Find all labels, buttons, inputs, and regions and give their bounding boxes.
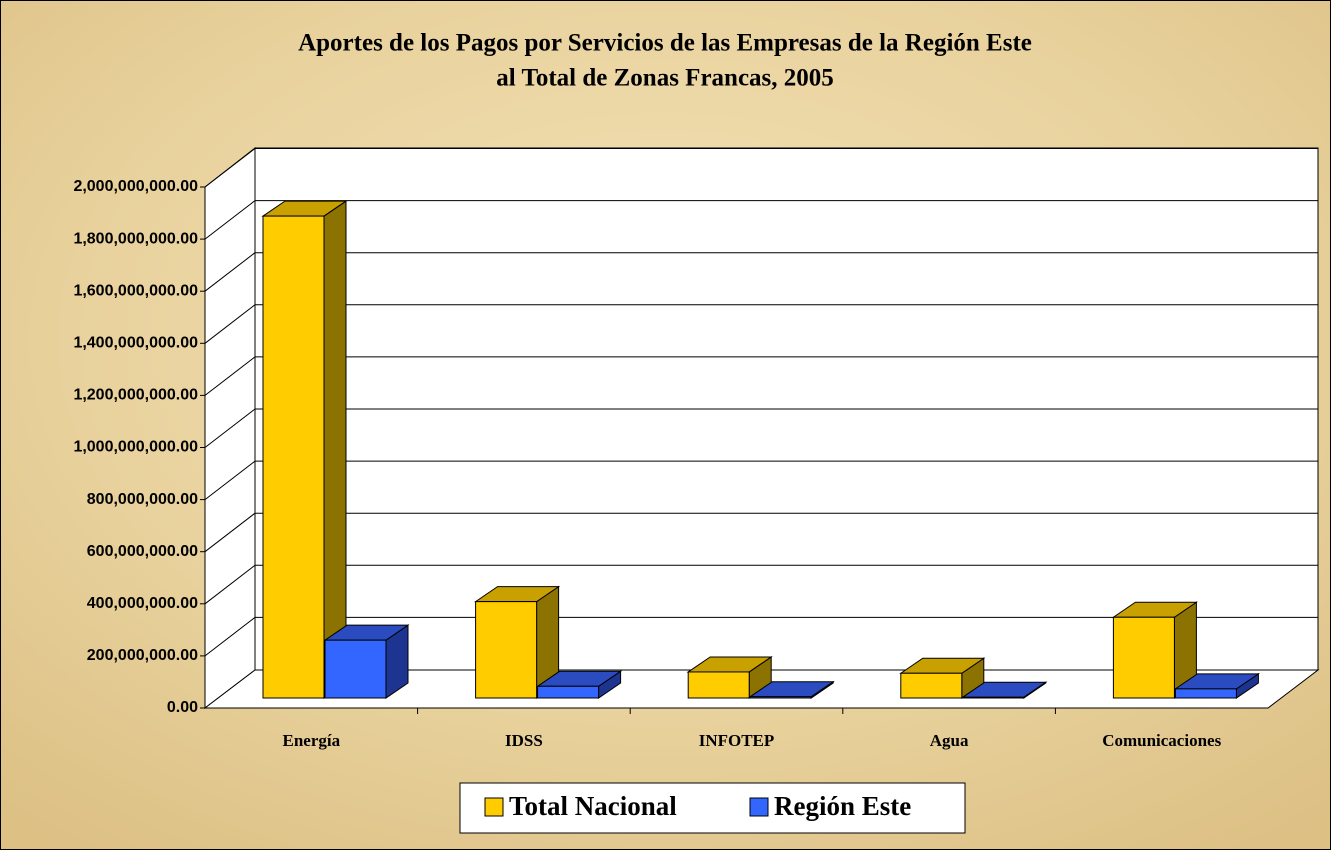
bar [1174, 688, 1237, 699]
y-tick-label: 2,000,000,000.00 [73, 178, 198, 195]
chart-title: Aportes de los Pagos por Servicios de la… [298, 30, 1032, 57]
y-tick-label: 600,000,000.00 [87, 543, 198, 560]
grid-line [204, 304, 256, 344]
legend-label: Total Nacional [509, 791, 677, 821]
legend [459, 782, 966, 834]
y-tick-label: 1,400,000,000.00 [73, 335, 198, 352]
bar [475, 601, 538, 699]
legend-swatch [749, 797, 769, 817]
y-tick-label: 1,600,000,000.00 [73, 282, 198, 299]
legend-label: Región Este [774, 791, 911, 821]
bar [537, 685, 600, 699]
grid-line [204, 252, 256, 292]
y-tick-label: 1,200,000,000.00 [73, 387, 198, 404]
bar [1112, 616, 1175, 699]
grid-line [204, 512, 256, 553]
grid-line [204, 200, 256, 240]
x-tick-label: Agua [930, 731, 969, 750]
grid-line [204, 356, 256, 396]
bar [262, 215, 325, 699]
bar [749, 696, 812, 699]
legend-swatch [484, 797, 504, 817]
bar-side [323, 200, 347, 699]
x-tick-label: INFOTEP [699, 731, 775, 750]
bar [324, 639, 387, 699]
bar [687, 671, 750, 699]
y-tick-label: 0.00 [167, 699, 198, 716]
y-tick-label: 1,800,000,000.00 [73, 230, 198, 247]
x-tick-label: Energía [282, 731, 340, 750]
bar [900, 672, 963, 699]
x-tick-label: IDSS [505, 731, 543, 750]
grid-line [204, 460, 256, 500]
y-tick-label: 1,000,000,000.00 [73, 439, 198, 456]
y-tick-label: 400,000,000.00 [87, 595, 198, 612]
x-tick-label: Comunicaciones [1102, 731, 1221, 750]
chart-title: al Total de Zonas Francas, 2005 [496, 65, 834, 92]
grid-line [204, 617, 256, 657]
y-tick-label: 200,000,000.00 [87, 647, 198, 664]
bar [962, 696, 1025, 699]
grid-line [204, 408, 256, 448]
y-tick-label: 800,000,000.00 [87, 491, 198, 508]
grid-line [204, 564, 256, 605]
grid-line [204, 148, 256, 188]
